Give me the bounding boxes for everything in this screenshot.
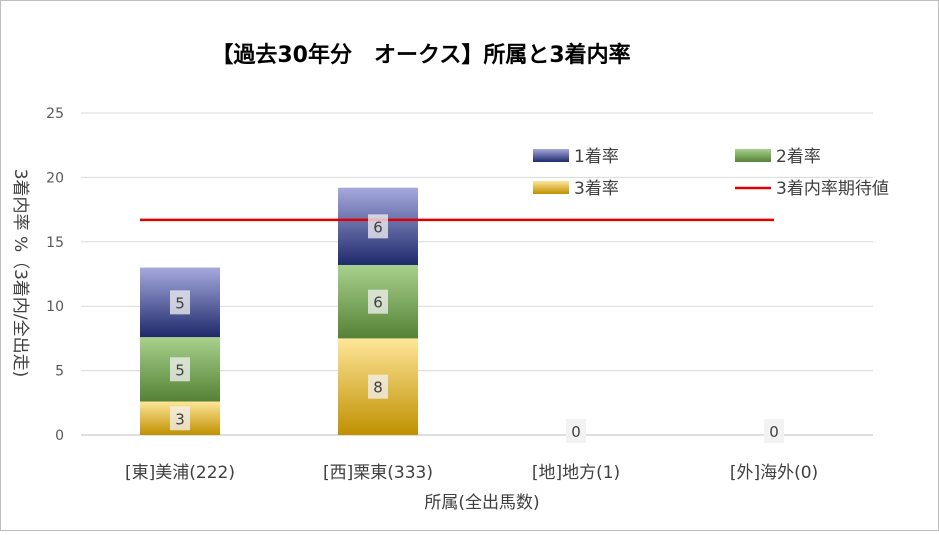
y-tick-label: 15 <box>46 235 64 251</box>
data-label-box <box>368 374 388 399</box>
legend-swatch <box>533 149 569 162</box>
legend-swatch <box>533 181 569 194</box>
y-tick-label: 10 <box>46 299 64 315</box>
y-tick-label: 25 <box>46 106 64 122</box>
y-axis-title: 3着内率 %（3着内/全出走) <box>10 169 30 378</box>
data-label-box <box>368 289 388 314</box>
data-label-box <box>764 419 784 443</box>
data-label: 0 <box>571 423 581 441</box>
legend-label: 2着率 <box>776 147 821 167</box>
y-axis-ticks: 0 5 10 15 20 25 <box>46 106 64 444</box>
legend-swatch <box>735 149 771 162</box>
data-label: 6 <box>373 218 383 236</box>
chart-title: 【過去30年分 オークス】所属と3着内率 <box>211 42 630 68</box>
data-label-box <box>170 406 190 431</box>
data-label-box <box>566 419 586 443</box>
data-label: 5 <box>175 294 185 312</box>
x-category-label: [西]栗東(333) <box>323 463 433 483</box>
data-label: 0 <box>769 423 779 441</box>
y-tick-label: 0 <box>55 428 64 444</box>
legend: 1着率 2着率 3着率 3着内率期待値 <box>533 147 889 199</box>
y-tick-label: 20 <box>46 170 64 186</box>
x-category-label: [外]海外(0) <box>730 463 818 483</box>
legend-label: 3着内率期待値 <box>776 179 889 199</box>
data-label: 3 <box>175 410 185 428</box>
data-label: 5 <box>175 361 185 379</box>
x-axis-categories: [東]美浦(222) [西]栗東(333) [地]地方(1) [外]海外(0) <box>125 463 818 483</box>
x-category-label: [地]地方(1) <box>532 463 620 483</box>
data-label: 6 <box>373 294 383 312</box>
data-labels: 3 5 5 8 6 6 0 0 <box>170 214 784 443</box>
data-label: 8 <box>373 379 383 397</box>
legend-label: 1着率 <box>574 147 619 167</box>
data-label-box <box>368 214 388 239</box>
data-label-box <box>170 290 190 315</box>
data-label-box <box>170 357 190 382</box>
x-category-label: [東]美浦(222) <box>125 463 235 483</box>
legend-label: 3着率 <box>574 179 619 199</box>
x-axis-title: 所属(全出馬数) <box>424 493 539 513</box>
y-tick-label: 5 <box>55 364 64 380</box>
